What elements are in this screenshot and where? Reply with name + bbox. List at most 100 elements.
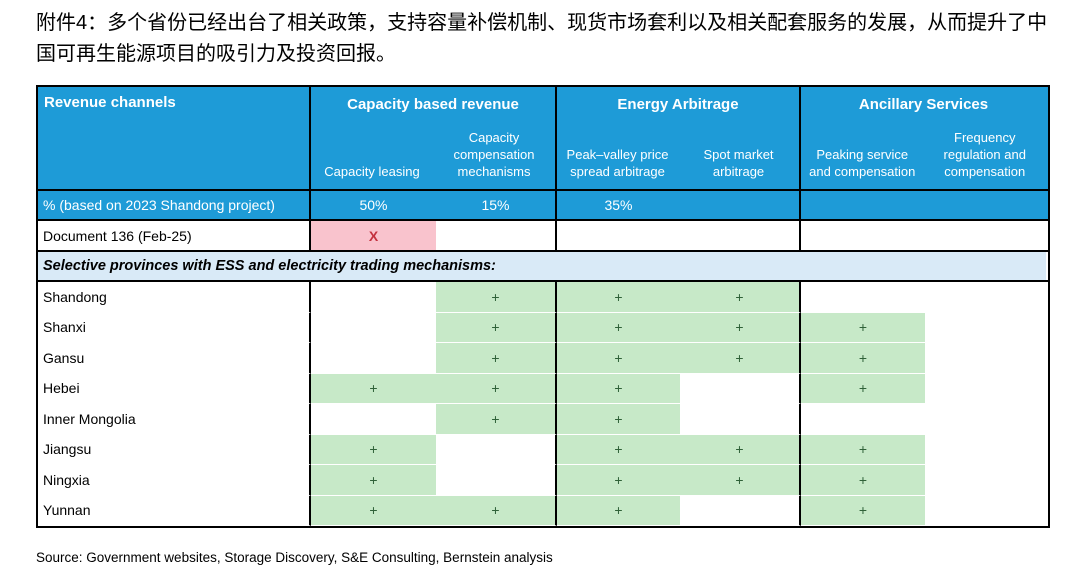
matrix-cell-empty [925, 282, 1046, 313]
matrix-cell-empty [311, 404, 436, 435]
matrix-cell-plus: + [801, 465, 925, 496]
table-row: Jiangsu + + + + [38, 434, 1048, 465]
percent-ancillary-empty-cell [801, 191, 1046, 219]
col-header-frequency-regulation-and-compensation: Frequency regulation and compensation [943, 130, 1026, 180]
matrix-cell-plus: + [801, 343, 925, 374]
percent-row: % (based on 2023 Shandong project) 50% 1… [38, 191, 1048, 221]
matrix-cell-empty [680, 495, 801, 526]
matrix-cell-plus: + [680, 312, 801, 343]
group-header-ancillary-services: Ancillary Services Peaking service and c… [801, 87, 1046, 189]
matrix-cell-plus: + [557, 282, 680, 313]
percent-row-label: % (based on 2023 Shandong project) [38, 191, 311, 219]
document-136-row: Document 136 (Feb-25) X [38, 221, 1048, 252]
province-name: Hebei [38, 373, 311, 404]
province-name: Yunnan [38, 495, 311, 526]
matrix-cell-empty [925, 343, 1046, 374]
table-row: Hebei + + + + [38, 373, 1048, 404]
province-name: Inner Mongolia [38, 404, 311, 435]
matrix-cell-plus: + [557, 465, 680, 496]
matrix-cell-plus: + [311, 434, 436, 465]
matrix-cell-empty [801, 282, 925, 313]
matrix-cell-plus: + [680, 282, 801, 313]
percent-capacity-leasing: 50% [359, 197, 388, 213]
matrix-cell-plus: + [557, 373, 680, 404]
group-header-capacity-based-revenue: Capacity based revenue Capacity leasing … [311, 87, 557, 189]
matrix-cell-empty [925, 373, 1046, 404]
group-header-energy-arbitrage: Energy Arbitrage Peak–valley price sprea… [557, 87, 801, 189]
matrix-cell-plus: + [680, 343, 801, 374]
matrix-cell-plus: + [436, 495, 557, 526]
matrix-cell-empty [311, 282, 436, 313]
col-header-capacity-compensation-mechanisms: Capacity compensation mechanisms [453, 130, 535, 180]
matrix-cell-empty [925, 312, 1046, 343]
province-rows-container: Shandong + + + Shanxi + + + + Gansu + + + + Hebei + + + + I… [38, 282, 1048, 526]
empty-cell [436, 221, 557, 250]
revenue-channels-table: Revenue channels Capacity based revenue … [36, 85, 1050, 528]
matrix-cell-empty [925, 465, 1046, 496]
matrix-cell-empty [925, 404, 1046, 435]
col-header-peak-valley-price-spread-arbitrage: Peak–valley price spread arbitrage [566, 147, 669, 180]
col-header-peaking-service-and-compensation: Peaking service and compensation [809, 147, 916, 180]
section-banner-row: Selective provinces with ESS and electri… [38, 252, 1048, 282]
table-row: Yunnan + + + + [38, 495, 1048, 526]
document-136-x-mark-cell: X [311, 221, 436, 250]
table-row: Shandong + + + [38, 282, 1048, 313]
group-subheaders: Peaking service and compensation Frequen… [801, 129, 1046, 189]
matrix-cell-plus: + [801, 373, 925, 404]
group-subheaders: Capacity leasing Capacity compensation m… [311, 129, 555, 189]
matrix-cell-plus: + [801, 434, 925, 465]
table-row: Shanxi + + + + [38, 312, 1048, 343]
matrix-cell-plus: + [436, 373, 557, 404]
matrix-cell-empty [925, 495, 1046, 526]
table-row: Ningxia + + + + [38, 465, 1048, 496]
table-header-row: Revenue channels Capacity based revenue … [38, 87, 1048, 191]
section-banner-label: Selective provinces with ESS and electri… [38, 252, 1046, 280]
matrix-cell-empty [801, 404, 925, 435]
matrix-cell-plus: + [436, 312, 557, 343]
empty-cell [801, 221, 1046, 250]
matrix-cell-plus: + [436, 404, 557, 435]
group-title: Capacity based revenue [347, 96, 519, 113]
matrix-cell-plus: + [801, 312, 925, 343]
matrix-cell-plus: + [557, 312, 680, 343]
document-136-label: Document 136 (Feb-25) [38, 221, 311, 250]
col-header-capacity-leasing: Capacity leasing [324, 164, 420, 180]
matrix-cell-plus: + [680, 465, 801, 496]
matrix-cell-empty [680, 404, 801, 435]
percent-spot-empty-cell [680, 191, 801, 219]
province-name: Ningxia [38, 465, 311, 496]
matrix-cell-plus: + [311, 495, 436, 526]
group-subheaders: Peak–valley price spread arbitrage Spot … [557, 129, 799, 189]
province-name: Shandong [38, 282, 311, 313]
province-name: Jiangsu [38, 434, 311, 465]
matrix-cell-empty [436, 434, 557, 465]
table-row: Inner Mongolia + + [38, 404, 1048, 435]
matrix-cell-empty [311, 343, 436, 374]
province-name: Shanxi [38, 312, 311, 343]
matrix-cell-empty [311, 312, 436, 343]
matrix-cell-plus: + [557, 434, 680, 465]
province-name: Gansu [38, 343, 311, 374]
group-title: Energy Arbitrage [617, 96, 739, 113]
matrix-cell-plus: + [436, 343, 557, 374]
matrix-cell-plus: + [311, 465, 436, 496]
table-row: Gansu + + + + [38, 343, 1048, 374]
matrix-cell-empty [925, 434, 1046, 465]
matrix-cell-plus: + [801, 495, 925, 526]
matrix-cell-plus: + [557, 343, 680, 374]
empty-cell [557, 221, 801, 250]
matrix-cell-plus: + [311, 373, 436, 404]
matrix-cell-empty [680, 373, 801, 404]
matrix-cell-plus: + [557, 495, 680, 526]
percent-energy-arbitrage: 35% [604, 197, 633, 213]
matrix-cell-plus: + [680, 434, 801, 465]
matrix-cell-empty [436, 465, 557, 496]
matrix-cell-plus: + [557, 404, 680, 435]
corner-header-revenue-channels: Revenue channels [38, 87, 311, 189]
percent-capacity-compensation: 15% [436, 191, 557, 219]
group-title: Ancillary Services [858, 96, 989, 113]
source-note: Source: Government websites, Storage Dis… [36, 550, 553, 565]
col-header-spot-market-arbitrage: Spot market arbitrage [703, 147, 774, 180]
page-title: 附件4：多个省份已经出台了相关政策，支持容量补偿机制、现货市场套利以及相关配套服… [36, 12, 1048, 65]
matrix-cell-plus: + [436, 282, 557, 313]
